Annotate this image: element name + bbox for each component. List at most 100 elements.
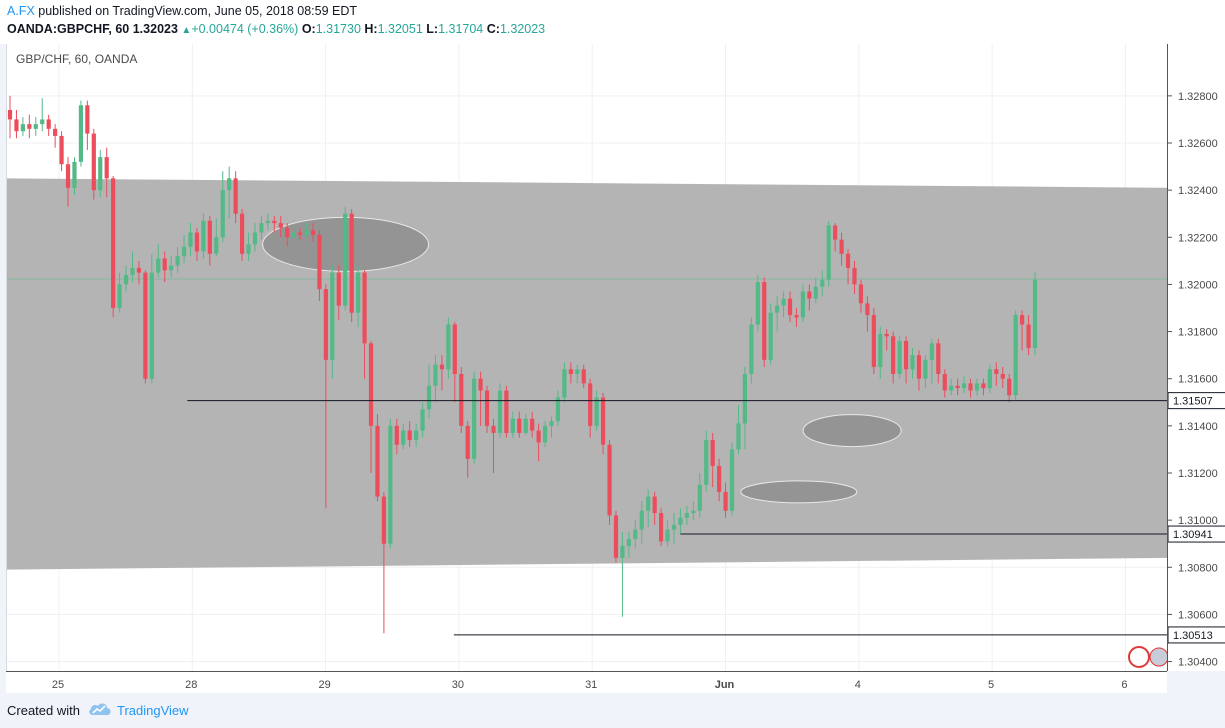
candle-down <box>833 225 838 240</box>
candle-up <box>343 213 348 306</box>
candle-down <box>807 291 812 299</box>
y-tick-label: 1.30400 <box>1178 657 1218 669</box>
candle-up <box>414 430 419 440</box>
candle-down <box>600 397 606 445</box>
candle-up <box>620 546 625 558</box>
y-tick-label: 1.32000 <box>1178 279 1218 291</box>
close-value: 1.32023 <box>499 22 546 36</box>
candle-down <box>65 164 71 188</box>
open-label: O: <box>301 22 316 36</box>
candle-up <box>304 230 309 235</box>
candle-down <box>317 234 322 290</box>
candle-down <box>1000 374 1005 379</box>
candle-up <box>497 390 503 433</box>
candle-up <box>594 397 599 426</box>
level-price-label: 1.30941 <box>1173 529 1213 541</box>
candle-down <box>27 124 32 129</box>
x-tick-label: 29 <box>318 679 330 691</box>
high-value: 1.32051 <box>377 22 423 36</box>
candle-up <box>426 385 432 410</box>
open-value: 1.31730 <box>315 22 361 36</box>
publish-text: published on TradingView.com, June 05, 2… <box>34 4 358 18</box>
ellipse-annotation <box>740 480 858 504</box>
x-tick-label: 5 <box>988 679 994 691</box>
candle-down <box>968 383 973 391</box>
candle-up <box>123 275 129 285</box>
candle-up <box>742 374 748 424</box>
level-price-label: 1.30513 <box>1173 630 1213 642</box>
candle-up <box>974 383 980 391</box>
candle-down <box>723 491 728 511</box>
candle-up <box>781 298 786 306</box>
time-axis[interactable]: 25 28 29 30 31 Jun 4 5 6 <box>6 671 1167 694</box>
level-price-tag <box>1168 626 1225 644</box>
candle-down <box>407 430 412 440</box>
candle-down <box>349 213 354 313</box>
candle-down <box>568 369 573 374</box>
candle-up <box>156 258 161 273</box>
candle-up <box>671 524 677 530</box>
candle-up <box>826 225 831 280</box>
x-tick-label: 6 <box>1121 679 1127 691</box>
candle-down <box>381 496 386 544</box>
candle-up <box>472 378 477 459</box>
candle-down <box>936 343 941 374</box>
candle-down <box>452 324 457 374</box>
candle-up <box>549 421 554 426</box>
candle-up <box>729 449 735 511</box>
candle-up <box>523 418 528 433</box>
y-tick-label: 1.32400 <box>1178 185 1218 197</box>
candle-down <box>484 390 490 426</box>
candle-up <box>929 343 934 360</box>
candle-up <box>923 359 928 379</box>
x-tick-label: Jun <box>715 679 735 691</box>
y-tick-label: 1.31000 <box>1178 515 1218 527</box>
high-label: H: <box>364 22 378 36</box>
publish-info: A.FX published on TradingView.com, June … <box>7 4 357 18</box>
candle-down <box>233 178 238 214</box>
candle-down <box>871 315 876 367</box>
x-tick-label: 30 <box>452 679 464 691</box>
candle-up <box>768 312 773 360</box>
candle-up <box>356 272 361 313</box>
candle-down <box>297 232 303 235</box>
y-tick-label: 1.31400 <box>1178 421 1218 433</box>
y-tick-label: 1.30600 <box>1178 609 1218 621</box>
candle-up <box>201 220 206 252</box>
candle-up <box>78 105 84 162</box>
candle-down <box>111 178 116 308</box>
candle-down <box>916 355 922 379</box>
candle-up <box>175 256 180 266</box>
chart-area[interactable] <box>6 44 1168 671</box>
price-change: +0.00474 (+0.36%) <box>191 22 299 36</box>
candle-down <box>14 119 19 132</box>
price-axis-labels: 1.32800 1.32600 1.32400 1.32200 1.32000 1.318… <box>1168 91 1225 669</box>
candle-up <box>910 355 915 370</box>
price-plot[interactable] <box>7 44 1168 671</box>
candle-up <box>562 369 567 398</box>
author-link[interactable]: A.FX <box>7 4 35 18</box>
candle-up <box>420 409 425 431</box>
y-tick-label: 1.31600 <box>1178 374 1218 386</box>
candle-up <box>265 220 270 224</box>
tradingview-link[interactable]: TradingView <box>117 703 189 718</box>
candle-down <box>794 315 799 318</box>
candle-down <box>91 133 96 191</box>
y-tick-label: 1.31200 <box>1178 468 1218 480</box>
candle-up <box>987 369 992 389</box>
candle-up <box>736 423 741 450</box>
candle-up <box>646 496 651 511</box>
candle-down <box>710 440 715 466</box>
candle-up <box>252 232 258 245</box>
price-axis[interactable]: 1.32800 1.32600 1.32400 1.32200 1.32000 1.318… <box>1167 44 1225 671</box>
candle-down <box>323 289 328 360</box>
candle-up <box>684 513 689 518</box>
candle-down <box>845 253 851 268</box>
candle-up <box>20 124 25 132</box>
y-tick-label: 1.32800 <box>1178 91 1218 103</box>
candle-down <box>394 425 399 445</box>
candle-up <box>246 244 251 254</box>
candle-down <box>588 383 593 426</box>
low-label: L: <box>426 22 439 36</box>
level-price-tag <box>1168 525 1225 543</box>
